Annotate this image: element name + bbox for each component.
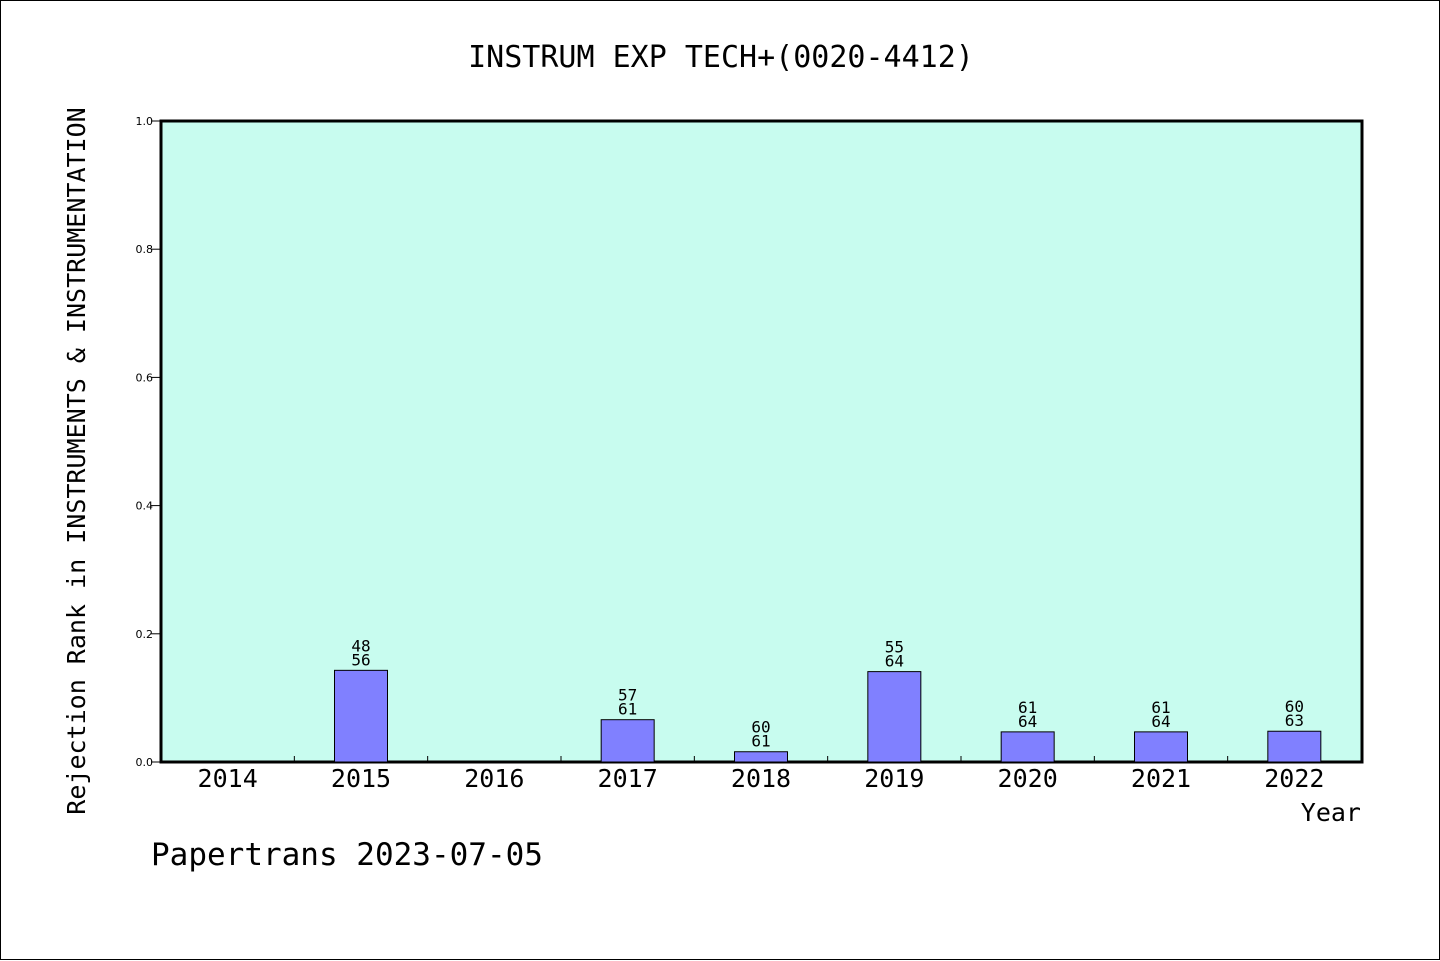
data-label-bottom: 61 [751, 732, 770, 751]
data-label-top: 60 [1285, 697, 1304, 716]
plot-area [159, 119, 1364, 764]
bar-2015 [334, 669, 388, 763]
bar-2022 [1267, 730, 1322, 763]
data-label-bottom: 64 [1018, 712, 1037, 731]
y-tick-label: 0.2 [136, 628, 154, 641]
data-label-top: 61 [1018, 698, 1037, 717]
data-label-top: 55 [885, 638, 904, 657]
bar-series [334, 669, 1322, 763]
y-tick-label: 0.0 [136, 756, 154, 769]
data-label-top: 60 [751, 718, 770, 737]
data-label-bottom: 56 [351, 650, 370, 669]
y-tick-label: 0.4 [136, 500, 154, 513]
y-axis-label: Rejection Rank in INSTRUMENTS & INSTRUME… [62, 107, 91, 814]
x-tick-label: 2021 [1131, 764, 1191, 793]
data-label-top: 48 [351, 636, 370, 655]
data-label-bottom: 61 [618, 700, 637, 719]
x-tick-label: 2016 [464, 764, 524, 793]
x-tick-label: 2015 [331, 764, 391, 793]
bar-2020 [1000, 731, 1055, 763]
data-label-bottom: 64 [885, 652, 904, 671]
bar-2019 [867, 671, 922, 763]
data-label-bottom: 64 [1151, 712, 1170, 731]
x-tick-label: 2020 [998, 764, 1058, 793]
x-tick-label: 2018 [731, 764, 791, 793]
bar-2017 [600, 719, 655, 763]
x-tick-label: 2017 [598, 764, 658, 793]
x-tick-label: 2014 [198, 764, 258, 793]
y-tick-label: 0.8 [136, 243, 154, 256]
y-tick-label: 0.6 [136, 371, 154, 384]
bar-2021 [1134, 731, 1188, 763]
x-tick-label: 2022 [1264, 764, 1324, 793]
x-axis-label: Year [1301, 798, 1361, 827]
x-axis: 2014 2015 2016 2017 2018 2019 2020 2021 2022 [198, 756, 1324, 793]
data-label-top: 57 [618, 686, 637, 705]
y-axis: 0.0 0.2 0.4 0.6 0.8 1.0 [136, 115, 161, 769]
bar-2018 [734, 751, 788, 763]
y-tick-label: 1.0 [136, 115, 154, 128]
chart-title: INSTRUM EXP TECH+(0020-4412) [468, 40, 974, 75]
data-label-bottom: 63 [1285, 711, 1304, 730]
data-label-top: 61 [1151, 698, 1170, 717]
footer-credit: Papertrans 2023-07-05 [151, 837, 543, 873]
x-tick-label: 2019 [864, 764, 924, 793]
